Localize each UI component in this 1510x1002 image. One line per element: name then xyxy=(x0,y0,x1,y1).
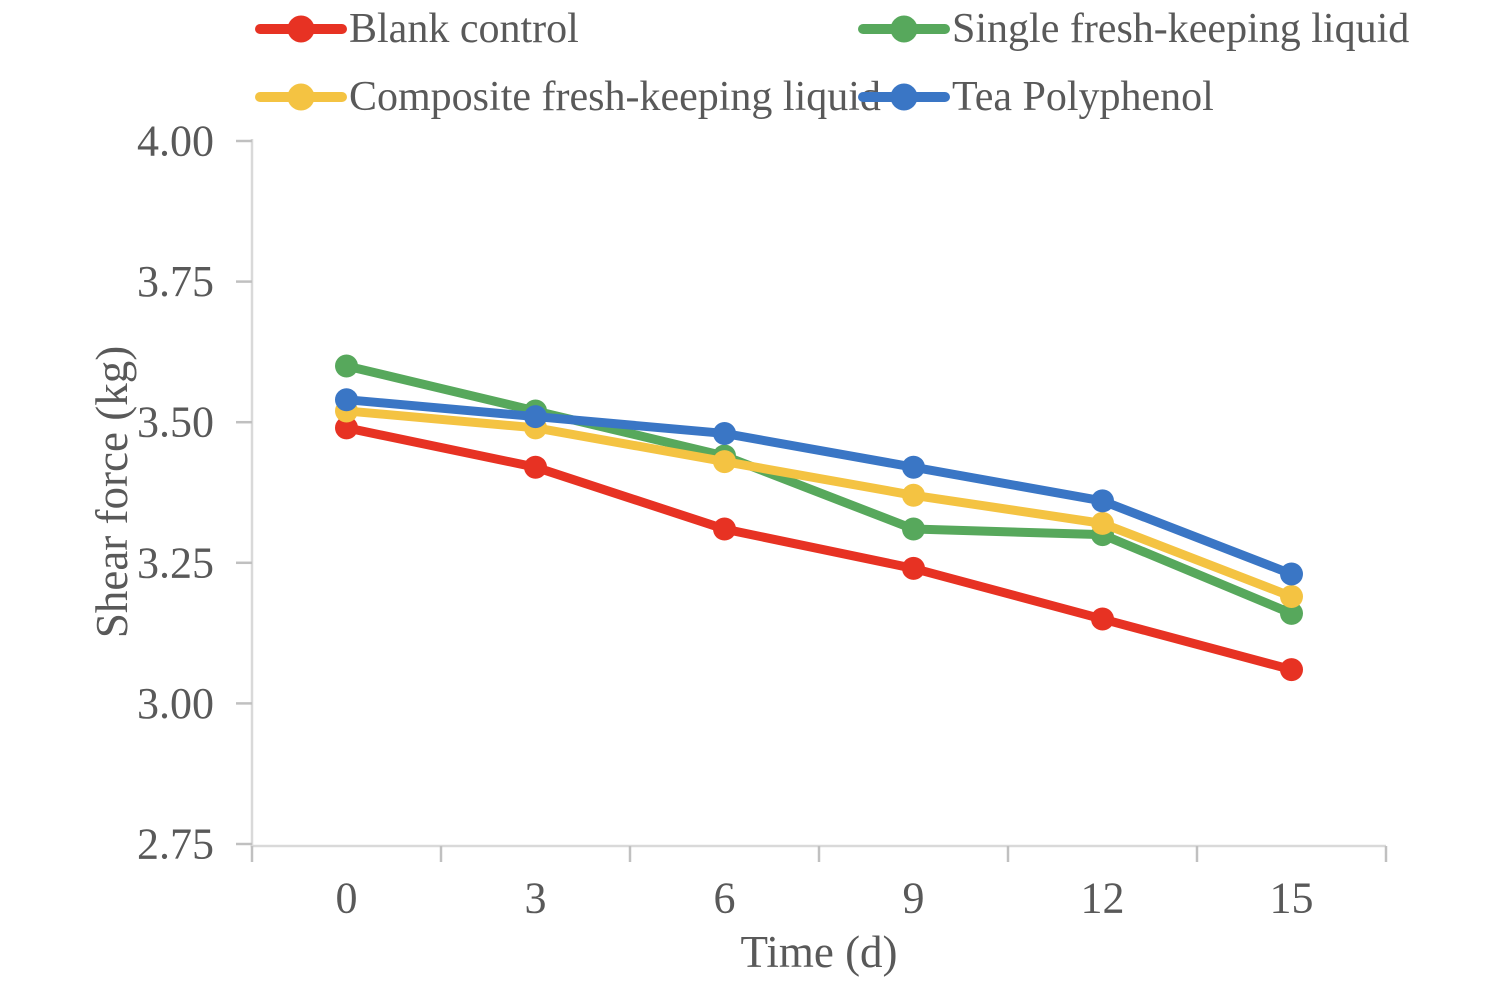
x-tick-label: 6 xyxy=(714,874,736,923)
series-line-blank-control xyxy=(342,423,1296,675)
legend-label: Tea Polyphenol xyxy=(952,74,1214,120)
data-point-tea-polyphenol-15 xyxy=(1280,562,1303,586)
series-layer xyxy=(335,354,1303,682)
data-point-composite-fresh-keeping-liquid-12 xyxy=(1091,511,1114,535)
y-axis-title: Shear force (kg) xyxy=(87,346,137,638)
axes: 4.00 3.75 3.50 3.25 3.00 2.75 0 3 6 9 12 15 xyxy=(137,117,1388,923)
data-point-single-fresh-keeping-liquid-9 xyxy=(902,517,925,541)
y-tick-label: 3.00 xyxy=(137,679,214,728)
series-line-single-fresh-keeping-liquid xyxy=(342,361,1296,618)
x-tick-label: 3 xyxy=(525,874,547,923)
data-point-tea-polyphenol-3 xyxy=(524,405,547,429)
data-point-tea-polyphenol-9 xyxy=(902,455,925,479)
x-tick-label: 0 xyxy=(336,874,358,923)
legend-label: Composite fresh-keeping liquid xyxy=(349,74,881,120)
legend-label: Single fresh-keeping liquid xyxy=(952,6,1409,52)
y-tick-label: 2.75 xyxy=(137,820,214,869)
y-tick-label: 3.50 xyxy=(137,398,214,447)
series-line-tea-polyphenol xyxy=(342,395,1296,579)
legend-item-composite-fresh-keeping-liquid: Composite fresh-keeping liquid xyxy=(255,74,881,120)
series-composite-fresh-keeping-liquid xyxy=(335,399,1303,609)
series-tea-polyphenol xyxy=(335,388,1303,586)
data-point-blank-control-9 xyxy=(902,556,925,580)
data-point-blank-control-12 xyxy=(1091,607,1114,631)
data-point-single-fresh-keeping-liquid-15 xyxy=(1280,601,1303,625)
series-line-composite-fresh-keeping-liquid xyxy=(342,406,1296,602)
y-tick-label: 3.25 xyxy=(137,538,214,587)
legend-swatch-dot xyxy=(287,15,315,43)
y-tick-label: 4.00 xyxy=(137,117,214,166)
legend-item-single-fresh-keeping-liquid: Single fresh-keeping liquid xyxy=(858,6,1409,52)
series-single-fresh-keeping-liquid xyxy=(335,354,1303,625)
data-point-tea-polyphenol-12 xyxy=(1091,489,1114,513)
data-point-single-fresh-keeping-liquid-0 xyxy=(335,354,358,378)
data-point-blank-control-6 xyxy=(713,517,736,541)
x-axis-title: Time (d) xyxy=(740,927,897,977)
legend-swatch-dot xyxy=(890,15,918,43)
data-point-blank-control-0 xyxy=(335,416,358,440)
data-point-composite-fresh-keeping-liquid-9 xyxy=(902,483,925,507)
data-point-tea-polyphenol-0 xyxy=(335,388,358,412)
data-point-composite-fresh-keeping-liquid-6 xyxy=(713,450,736,474)
data-point-blank-control-15 xyxy=(1280,658,1303,682)
x-tick-label: 12 xyxy=(1081,874,1125,923)
series-blank-control xyxy=(335,416,1303,682)
legend-item-blank-control: Blank control xyxy=(255,6,579,52)
legend-item-tea-polyphenol: Tea Polyphenol xyxy=(858,74,1214,120)
data-point-composite-fresh-keeping-liquid-15 xyxy=(1280,585,1303,609)
x-tick-label: 9 xyxy=(903,874,925,923)
y-tick-label: 3.75 xyxy=(137,257,214,306)
data-point-tea-polyphenol-6 xyxy=(713,421,736,445)
legend-swatch-dot xyxy=(287,83,315,111)
legend-swatch-dot xyxy=(890,83,918,111)
legend-label: Blank control xyxy=(349,6,579,52)
data-point-blank-control-3 xyxy=(524,455,547,479)
legend: Blank control Single fresh-keeping liquid… xyxy=(255,6,1409,120)
x-tick-label: 15 xyxy=(1270,874,1314,923)
